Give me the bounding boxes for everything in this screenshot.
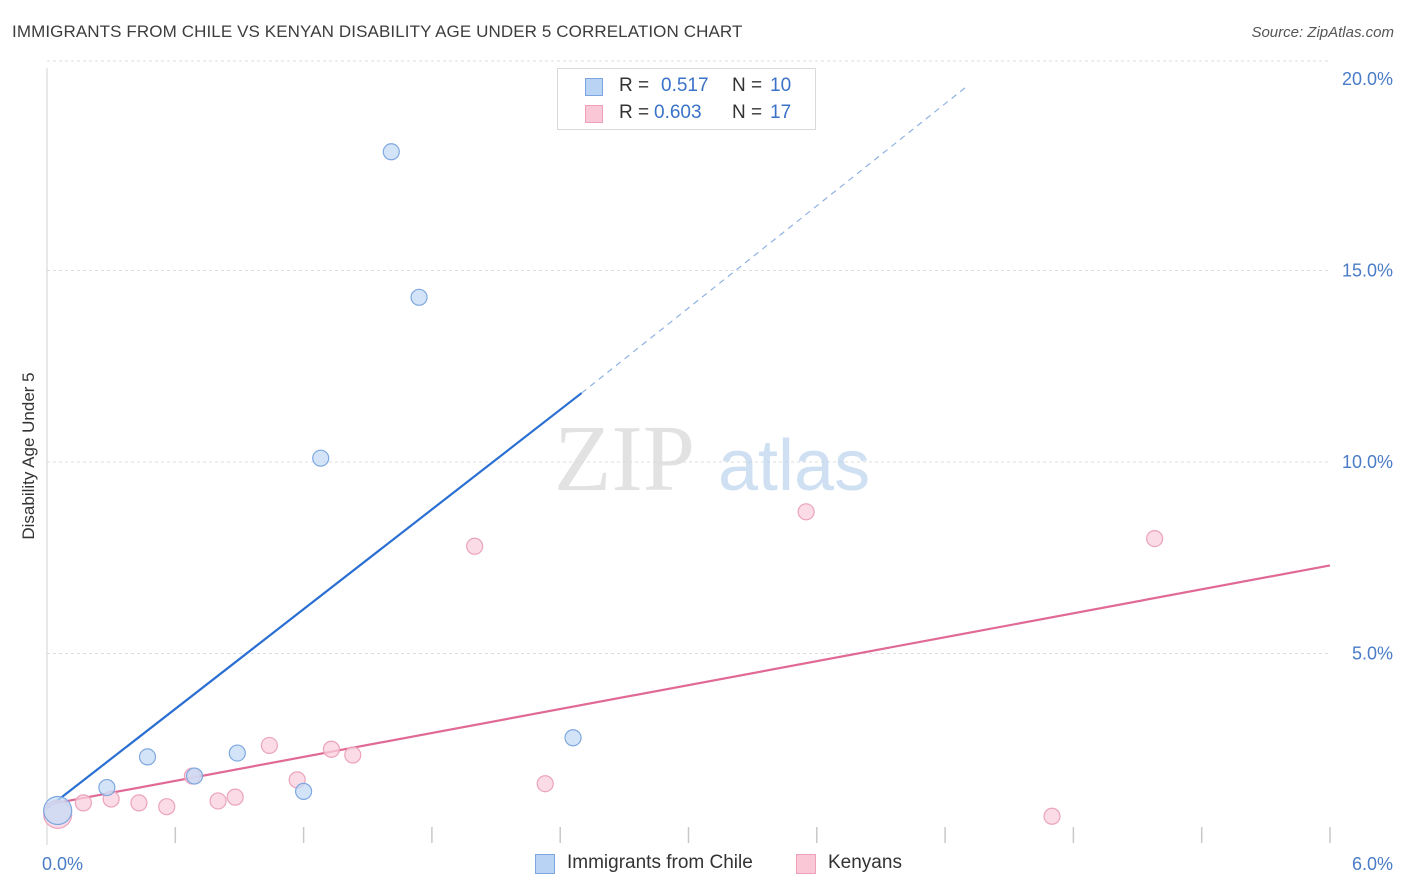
legend-n-label: N = — [732, 102, 763, 123]
legend-r-value-kenyans: 0.603 — [654, 102, 702, 123]
data-point-kenyans — [1043, 807, 1061, 825]
bottom-legend-swatch-kenyans — [796, 854, 816, 874]
data-point-chile — [138, 748, 157, 766]
data-point-chile — [185, 767, 204, 785]
legend-r-label: R = — [619, 75, 650, 96]
trend-line-kenyans — [46, 564, 1331, 806]
data-point-kenyans — [209, 792, 227, 810]
data-point-chile — [564, 729, 582, 747]
y-tick-label: 10.0% — [1342, 452, 1393, 472]
data-point-chile — [312, 449, 330, 467]
trend-layer — [46, 86, 1331, 810]
data-point-kenyans — [466, 537, 484, 555]
bottom-legend-label-kenyans: Kenyans — [828, 852, 902, 873]
grid-layer — [47, 60, 1330, 654]
data-point-kenyans — [130, 794, 148, 812]
axis-layer — [46, 68, 1331, 845]
data-point-kenyans — [322, 740, 340, 758]
y-axis-label: Disability Age Under 5 — [19, 372, 38, 539]
data-point-kenyans — [74, 794, 92, 812]
correlation-legend: R = 0.517 N = 10 R = 0.603 N = 17 — [557, 68, 816, 130]
y-tick-label: 20.0% — [1342, 69, 1393, 89]
data-point-kenyans — [226, 788, 244, 806]
bottom-legend-swatch-chile — [535, 854, 555, 874]
data-point-kenyans — [158, 798, 176, 816]
data-point-kenyans — [1146, 529, 1164, 548]
data-point-kenyans — [536, 775, 554, 793]
legend-n-value-kenyans: 17 — [770, 102, 792, 123]
legend-swatch-chile — [585, 78, 603, 96]
watermark-atlas: atlas — [718, 426, 870, 506]
data-point-kenyans — [797, 503, 815, 521]
data-point-chile — [410, 288, 428, 306]
data-point-chile — [382, 143, 400, 161]
tick-label-layer: 5.0% 10.0% 15.0% 20.0% 0.0% 6.0% — [42, 69, 1393, 874]
x-tick-label: 0.0% — [42, 854, 83, 874]
data-point-chile — [98, 778, 116, 797]
data-point-chile — [43, 795, 73, 826]
bottom-legend-label-chile: Immigrants from Chile — [567, 852, 753, 873]
legend-r-label: R = — [619, 102, 650, 123]
y-tick-label: 15.0% — [1342, 261, 1393, 281]
y-tick-label: 5.0% — [1352, 644, 1393, 664]
legend-n-value-chile: 10 — [770, 75, 792, 96]
legend-r-value-chile: 0.517 — [661, 75, 709, 96]
data-point-chile — [295, 782, 313, 800]
legend-n-label: N = — [732, 75, 763, 96]
data-point-kenyans — [344, 746, 362, 764]
watermark: ZIP atlas — [554, 407, 870, 511]
trend-line-chile — [46, 392, 583, 810]
data-point-kenyans — [260, 736, 278, 755]
data-point-chile — [228, 744, 246, 762]
watermark-zip: ZIP — [554, 407, 695, 511]
legend-swatch-kenyans — [585, 105, 603, 123]
x-tick-label: 6.0% — [1352, 854, 1393, 874]
point-layer — [43, 143, 1164, 829]
trend-line-chile-extension — [581, 86, 967, 394]
chart-source: Source: ZipAtlas.com — [1251, 24, 1394, 41]
chart-title: IMMIGRANTS FROM CHILE VS KENYAN DISABILI… — [12, 22, 743, 41]
